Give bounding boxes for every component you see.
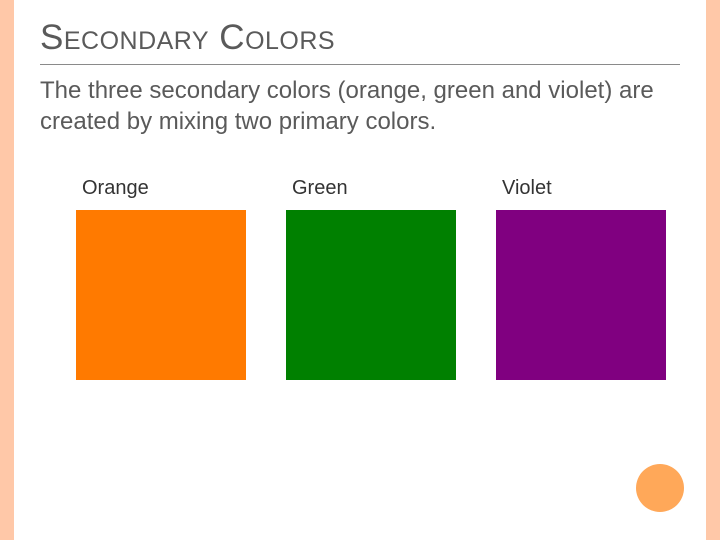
- left-accent-stripe: [0, 0, 14, 540]
- color-swatch-green: [286, 210, 456, 380]
- slide-title: Secondary Colors: [40, 18, 680, 58]
- title-divider: [40, 64, 680, 65]
- swatch-label: Orange: [76, 177, 246, 200]
- right-accent-stripe: [706, 0, 720, 540]
- accent-circle-icon: [636, 464, 684, 512]
- swatch-block-violet: Violet: [496, 177, 666, 380]
- color-swatch-orange: [76, 210, 246, 380]
- swatch-block-orange: Orange: [76, 177, 246, 380]
- color-swatch-violet: [496, 210, 666, 380]
- swatch-row: Orange Green Violet: [40, 177, 680, 380]
- swatch-label: Green: [286, 177, 456, 200]
- swatch-label: Violet: [496, 177, 666, 200]
- slide-description: The three secondary colors (orange, gree…: [40, 75, 680, 137]
- slide-content: Secondary Colors The three secondary col…: [40, 18, 680, 380]
- swatch-block-green: Green: [286, 177, 456, 380]
